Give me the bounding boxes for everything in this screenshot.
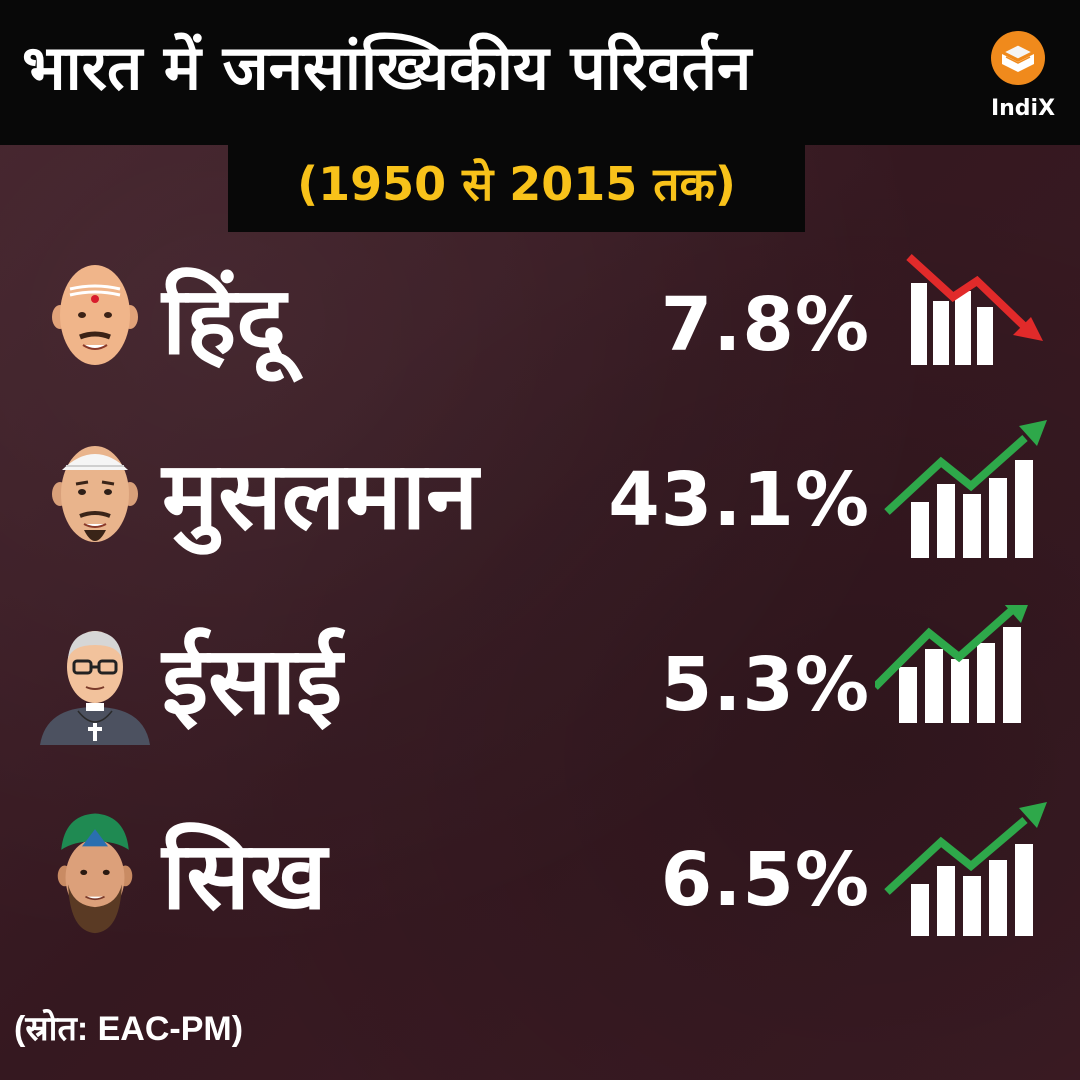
sikh-man-avatar <box>57 813 133 934</box>
title-bar: भारत में जनसांख्यिकीय परिवर्तन <box>0 0 1080 145</box>
community-label-muslim: मुसलमान <box>162 442 479 551</box>
indix-logo: IndiX <box>978 30 1068 130</box>
source-note: (स्रोत: EAC-PM) <box>14 1010 244 1048</box>
priest-avatar <box>40 631 150 745</box>
change-value-muslim: 43.1% <box>608 457 870 543</box>
trend-up-icon <box>884 420 1047 558</box>
community-label-sikh: सिख <box>162 822 327 931</box>
trend-down-icon <box>906 254 1043 365</box>
book-icon <box>991 31 1045 85</box>
trend-up-icon <box>884 802 1047 936</box>
logo-text: IndiX <box>990 96 1056 121</box>
community-label-christian: ईसाई <box>162 627 343 736</box>
community-label-hindu: हिंदू <box>162 267 287 376</box>
hindu-man-avatar <box>52 265 138 365</box>
page-subtitle: (1950 से 2015 तक) <box>297 157 736 211</box>
page-title: भारत में जनसांख्यिकीय परिवर्तन <box>22 31 752 104</box>
row-muslim: मुसलमान 43.1% <box>0 420 1080 580</box>
trend-up-icon <box>875 605 1028 723</box>
row-hindu: हिंदू 7.8% <box>0 245 1080 405</box>
muslim-man-avatar <box>52 446 138 542</box>
subtitle-box: (1950 से 2015 तक) <box>228 140 805 232</box>
change-value-sikh: 6.5% <box>660 837 870 923</box>
change-value-christian: 5.3% <box>660 642 870 728</box>
change-value-hindu: 7.8% <box>660 282 870 368</box>
row-christian: ईसाई 5.3% <box>0 605 1080 765</box>
row-sikh: सिख 6.5% <box>0 800 1080 960</box>
